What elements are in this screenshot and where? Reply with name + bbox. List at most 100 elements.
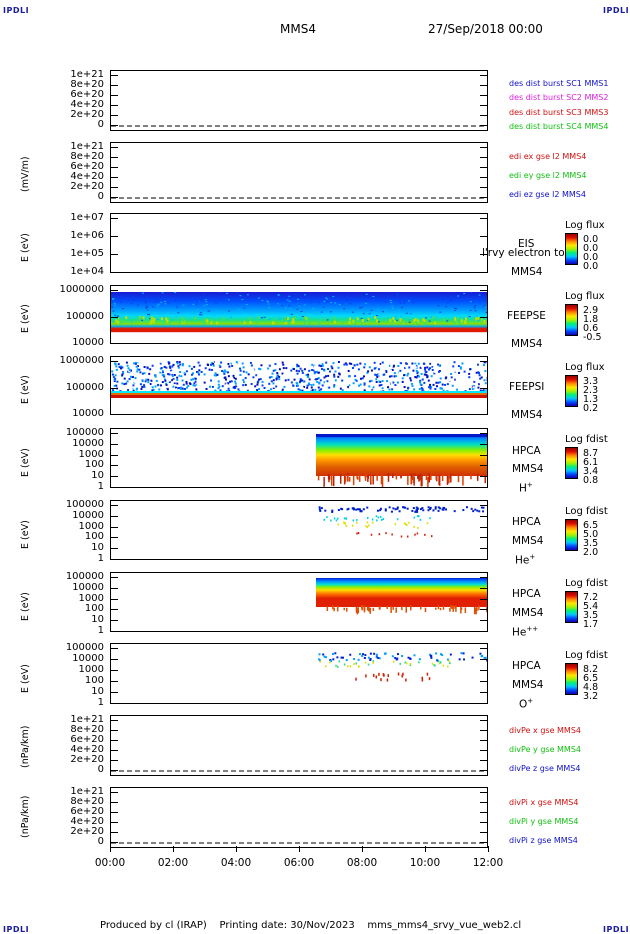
- ytick-mark: [110, 187, 118, 188]
- ytick-label: 8e+20: [70, 724, 104, 735]
- spectrogram-hpca-h: [316, 434, 487, 487]
- spectrogram-pixel: [378, 533, 381, 536]
- spectrogram-pixel: [331, 510, 334, 513]
- instrument-eis: EIS: [518, 238, 535, 250]
- spectrogram-pixel: [484, 656, 487, 659]
- spectrogram-pixel: [113, 302, 116, 304]
- spectrogram-pixel: [308, 385, 311, 388]
- spectrogram-pixel: [425, 317, 428, 319]
- spectrogram-pixel: [478, 294, 481, 296]
- spectrogram-pixel: [478, 374, 481, 377]
- spectrogram-pixel: [333, 607, 335, 612]
- panel-eis: [110, 213, 488, 273]
- spectrogram-pixel: [272, 388, 275, 391]
- spectrogram-pixel: [317, 475, 320, 481]
- spectrogram-feepse: [111, 292, 487, 335]
- spectrogram-pixel: [420, 476, 422, 487]
- spectrogram-pixel: [317, 371, 320, 374]
- spectrogram-pixel: [299, 378, 302, 381]
- spectrogram-pixel: [435, 381, 438, 384]
- legend-sc4: des dist burst SC4 MMS4: [509, 122, 609, 131]
- spectrogram-pixel: [437, 605, 440, 610]
- spectrogram-pixel: [163, 365, 166, 368]
- spectrogram-pixel: [416, 510, 419, 513]
- spectrogram-pixel: [351, 507, 354, 510]
- spectrogram-pixel: [292, 320, 295, 324]
- spectrogram-pixel: [372, 389, 375, 392]
- spectrogram-pixel: [127, 388, 130, 391]
- spectrogram-pixel: [168, 362, 171, 365]
- spectrogram-pixel: [359, 376, 362, 379]
- spectrogram-pixel: [404, 661, 406, 664]
- spectrogram-pixel: [254, 385, 257, 388]
- spectrogram-pixel: [197, 371, 200, 374]
- spectrogram-pixel: [164, 303, 167, 305]
- spectrogram-pixel: [453, 320, 456, 324]
- spectrogram-pixel: [416, 509, 419, 512]
- spectrogram-pixel: [378, 606, 381, 610]
- spectrogram-pixel: [333, 316, 336, 320]
- spectrogram-pixel: [454, 307, 457, 309]
- spectrogram-pixel: [127, 367, 130, 370]
- spectrogram-pixel: [396, 381, 399, 384]
- spectrogram-pixel: [445, 366, 448, 369]
- spectrogram-pixel: [375, 515, 378, 518]
- spectrogram-pixel: [475, 607, 477, 615]
- ytick-label: 1000: [78, 664, 104, 675]
- spectrogram-pixel: [440, 387, 443, 390]
- spectrogram-pixel: [287, 378, 290, 381]
- xtick-label: 08:00: [346, 857, 378, 869]
- spectrogram-pixel: [234, 382, 237, 385]
- spectrogram-pixel: [397, 672, 400, 676]
- spectrogram-pixel: [192, 378, 195, 381]
- spectrogram-pixel: [446, 383, 449, 386]
- spectrogram-pixel: [128, 364, 131, 367]
- spectrogram-pixel: [158, 363, 161, 366]
- ytick-label: 100: [84, 675, 104, 686]
- spectrogram-pixel: [378, 657, 381, 660]
- spectrogram-pixel: [449, 607, 451, 612]
- spectrogram-pixel: [294, 316, 297, 320]
- spectrogram-pixel: [409, 657, 412, 660]
- spectrogram-pixel: [155, 378, 158, 381]
- cb-h-v2: 3.4: [583, 466, 599, 477]
- cb-he2-v2: 3.5: [583, 610, 599, 621]
- spectrogram-pixel: [355, 508, 358, 511]
- spectrogram-pixel: [308, 384, 311, 387]
- spectrogram-pixel: [153, 301, 156, 303]
- spectrogram-pixel: [485, 389, 487, 392]
- spectrogram-pixel: [366, 606, 369, 611]
- spectrogram-pixel: [239, 373, 242, 376]
- spectrogram-pixel: [373, 652, 376, 655]
- spectrogram-pixel: [366, 517, 369, 520]
- spectrogram-pixel: [178, 374, 181, 377]
- spectrogram-pixel: [318, 508, 321, 511]
- spectrogram-pixel: [408, 371, 411, 374]
- ytick-label: 2e+20: [70, 181, 104, 192]
- spectrogram-pixel: [136, 304, 139, 306]
- spectrogram-pixel: [181, 369, 184, 372]
- spectrogram-pixel: [314, 388, 317, 391]
- spectrogram-pixel: [363, 389, 366, 392]
- spectrogram-pixel: [324, 313, 327, 315]
- spectrogram-pixel: [384, 508, 387, 511]
- ytick-label: 10: [91, 470, 104, 482]
- spectrogram-pixel: [372, 607, 375, 612]
- spectrogram-pixel: [305, 317, 308, 321]
- spectrogram-pixel: [327, 374, 330, 377]
- spectrogram-pixel: [267, 367, 270, 370]
- spectrogram-pixel: [323, 476, 325, 487]
- spectrogram-pixel: [215, 374, 218, 377]
- spectrogram-pixel: [121, 361, 124, 364]
- spectrogram-pixel: [408, 300, 411, 302]
- spectrogram-pixel: [182, 382, 185, 385]
- spectrogram-pixel: [347, 375, 350, 378]
- spectrogram-pixel: [476, 509, 479, 512]
- spectrogram-pixel: [185, 382, 188, 385]
- spectrogram-pixel: [374, 316, 377, 320]
- spectrogram-pixel: [477, 316, 480, 320]
- spectrogram-pixel: [414, 533, 416, 536]
- spectrogram-pixel: [161, 381, 164, 384]
- spectrogram-pixel: [144, 380, 147, 383]
- ytick-mark: [110, 587, 118, 589]
